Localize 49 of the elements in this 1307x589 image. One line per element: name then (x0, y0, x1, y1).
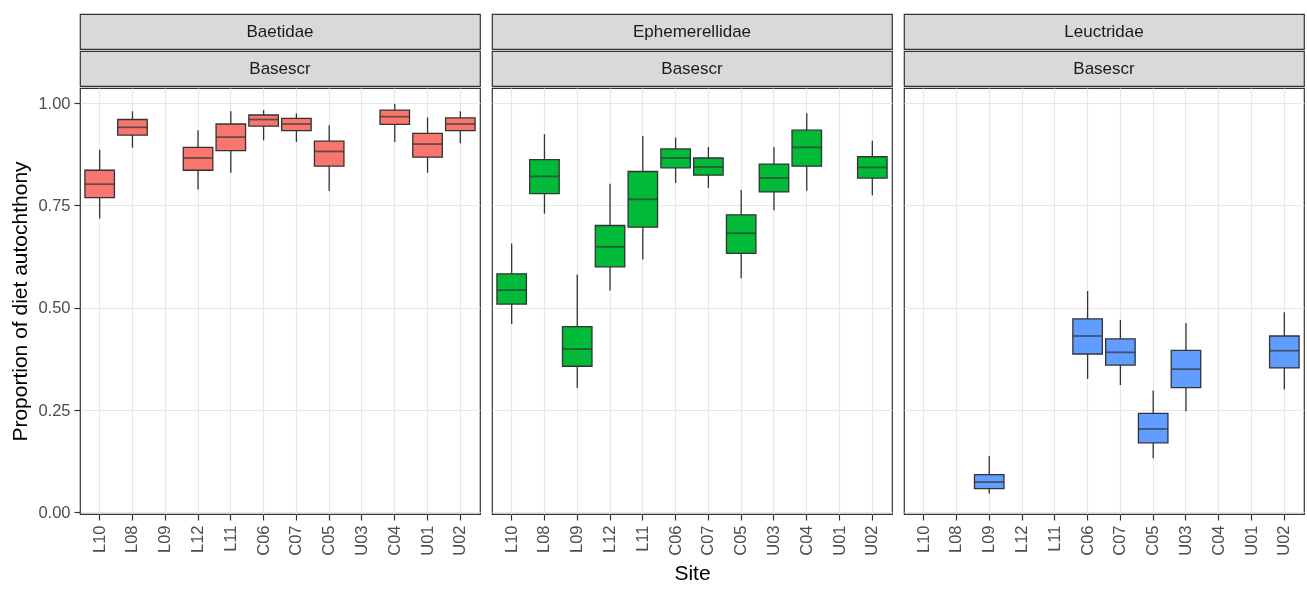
x-tick-label: C05 (319, 525, 338, 556)
x-tick-label: C04 (796, 525, 815, 556)
x-tick-label: U03 (1175, 525, 1194, 556)
y-tick-label: 0.75 (38, 195, 71, 214)
x-tick-label: L11 (220, 525, 239, 552)
x-tick-label: C05 (1143, 525, 1162, 556)
y-axis-title: Proportion of diet autochthony (8, 160, 32, 442)
y-tick-label: 0.50 (38, 298, 71, 317)
x-tick-label: U02 (450, 525, 469, 556)
x-tick-label: L11 (1044, 525, 1063, 552)
x-tick-label: C06 (1077, 525, 1096, 556)
x-tick-label: C06 (253, 525, 272, 556)
x-tick-label: C06 (665, 525, 684, 556)
x-tick-label: L12 (1012, 525, 1031, 554)
chart-title: Leuctridae (1064, 21, 1144, 41)
x-tick-label: L10 (913, 525, 932, 554)
x-tick-label: U03 (763, 525, 782, 556)
y-tick-label: 1.00 (38, 93, 71, 112)
chart-title: Ephemerellidae (632, 21, 752, 41)
x-tick-label: L08 (534, 525, 553, 554)
chart-subtitle: Basescr (249, 58, 312, 78)
x-tick-label: C07 (286, 525, 305, 556)
x-tick-label: U03 (351, 525, 370, 556)
x-tick-label: C04 (384, 525, 403, 556)
chart-subtitle: Basescr (661, 58, 724, 78)
x-tick-label: C07 (1110, 525, 1129, 556)
x-tick-label: L12 (188, 525, 207, 554)
x-tick-label: L09 (979, 525, 998, 554)
x-tick-label: L12 (600, 525, 619, 554)
x-tick-label: U01 (829, 525, 848, 556)
x-tick-label: C07 (698, 525, 717, 556)
y-tick-label: 0.25 (38, 400, 71, 419)
x-tick-label: L08 (946, 525, 965, 554)
x-tick-label: L08 (122, 525, 141, 554)
x-axis-title: Site (674, 560, 711, 584)
x-tick-label: C04 (1208, 525, 1227, 556)
chart-subtitle: Basescr (1073, 58, 1136, 78)
y-tick-label: 0.00 (38, 502, 71, 521)
x-tick-label: U02 (862, 525, 881, 556)
x-tick-label: L11 (632, 525, 651, 552)
x-tick-label: L10 (89, 525, 108, 554)
x-tick-label: C05 (731, 525, 750, 556)
x-tick-label: U01 (1241, 525, 1260, 556)
x-tick-label: U01 (417, 525, 436, 556)
x-tick-label: U02 (1274, 525, 1293, 556)
chart-title: Baetidae (246, 21, 314, 41)
x-tick-label: L09 (155, 525, 174, 554)
x-tick-label: L09 (567, 525, 586, 554)
x-tick-label: L10 (501, 525, 520, 554)
